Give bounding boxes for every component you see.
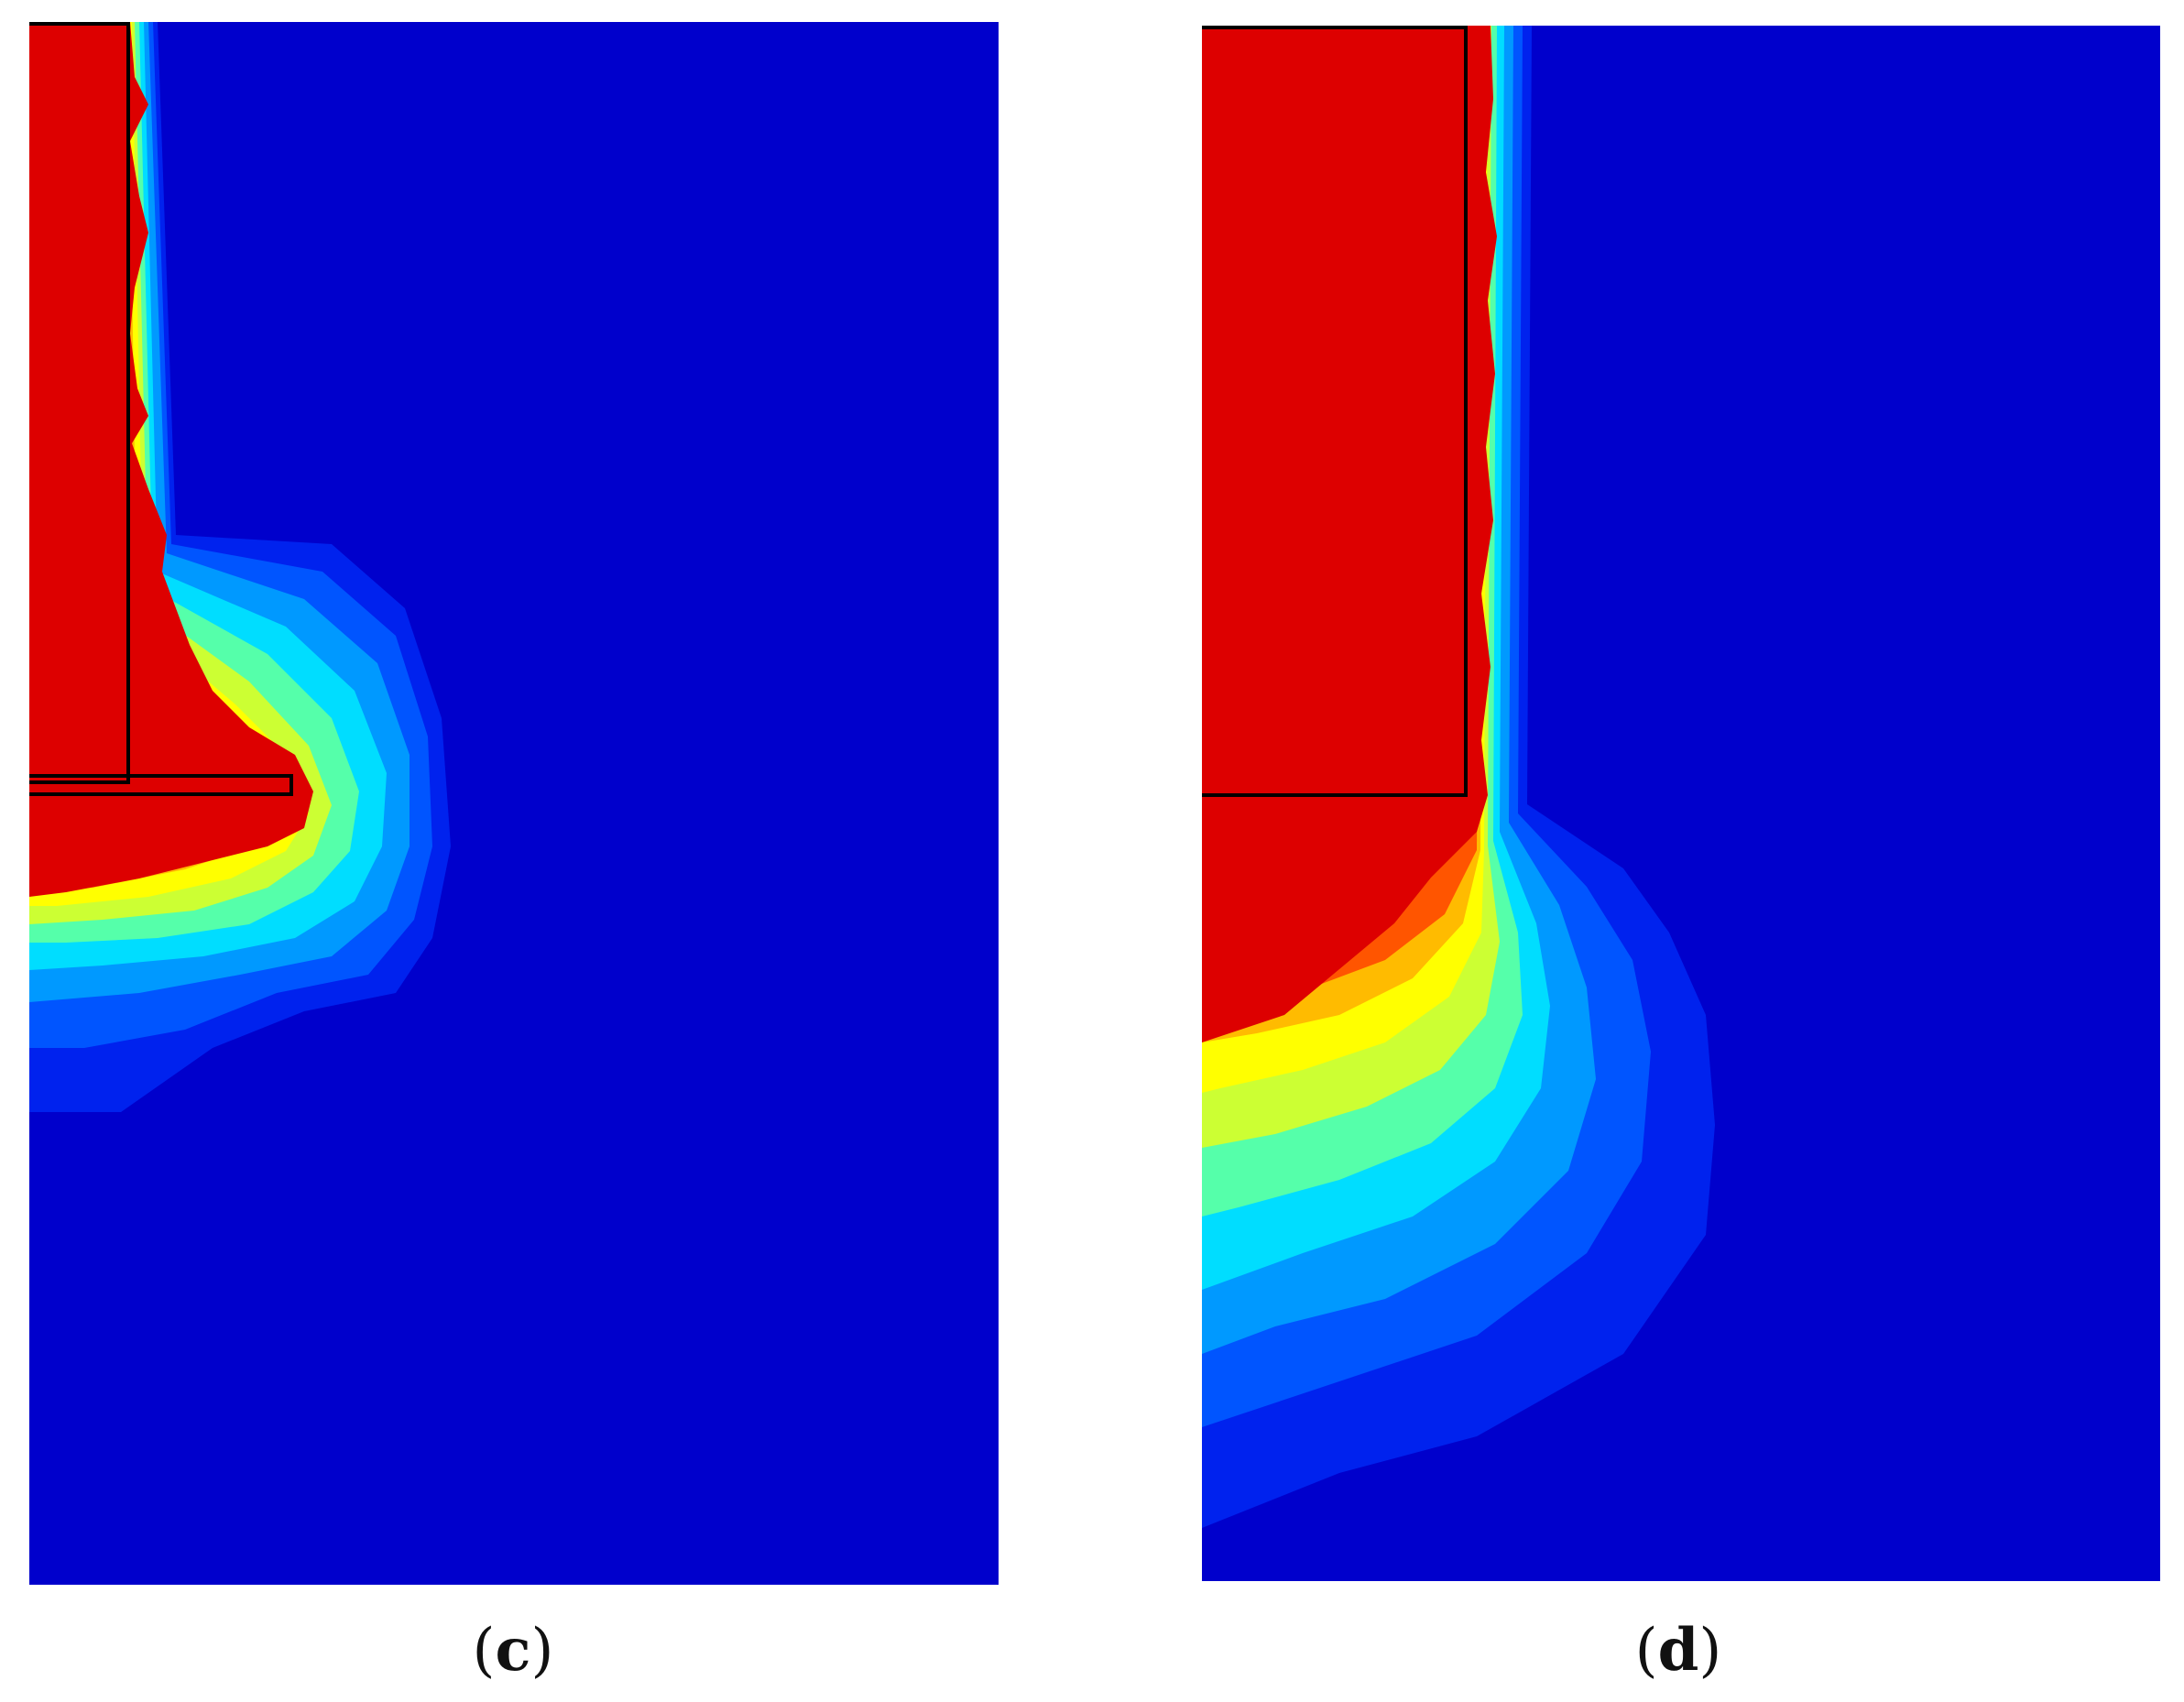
contour-field-c (29, 22, 999, 1585)
panel-label-c-close: ) (530, 1617, 554, 1685)
contour-field-d (1202, 26, 2160, 1581)
panel-label-c: (c) (376, 1614, 650, 1687)
contour-band-c-10 (29, 22, 313, 897)
panel-label-c-open: ( (472, 1617, 496, 1685)
contour-plot-d (1202, 26, 2160, 1581)
panel-label-d-open: ( (1634, 1617, 1658, 1685)
panel-label-d-letter: d (1657, 1616, 1699, 1685)
contour-plot-c (29, 22, 999, 1585)
panel-label-c-letter: c (495, 1616, 531, 1685)
contour-band-d-10 (1202, 26, 1497, 1042)
wall-base-outline-c (29, 774, 293, 796)
panel-label-d-close: ) (1698, 1617, 1722, 1685)
block-outline-d (1202, 26, 1468, 797)
wall-stem-outline-c (29, 22, 130, 784)
panel-label-d: (d) (1541, 1614, 1816, 1687)
